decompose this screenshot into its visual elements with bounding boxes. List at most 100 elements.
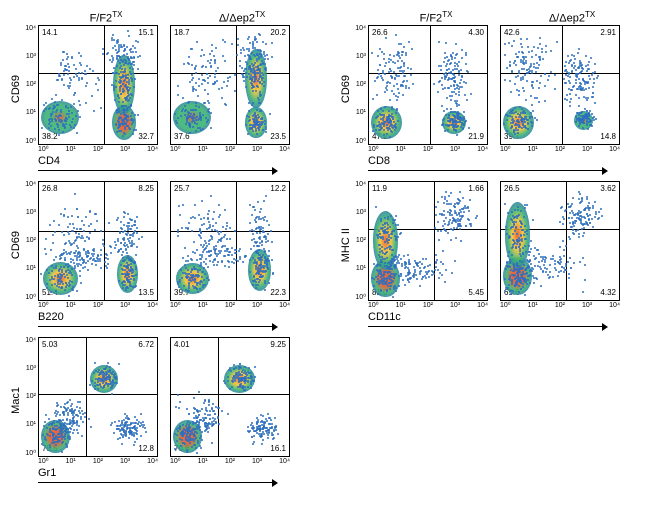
axis-tick: 10²: [26, 393, 36, 400]
axis-tick: 10⁴: [279, 458, 290, 465]
axis-arrow-icon: [38, 479, 278, 487]
axis-arrow-icon: [38, 323, 278, 331]
axis-tick: 10⁰: [25, 450, 36, 457]
axis-tick: 10⁰: [500, 146, 511, 153]
y-axis-label: CD69: [10, 231, 24, 259]
flow-plot: 42.62.9139.714.8: [500, 25, 620, 145]
axis-tick: 10⁰: [25, 294, 36, 301]
axis-tick: 10⁰: [170, 458, 181, 465]
axis-tick: 10⁴: [147, 302, 158, 309]
axis-tick: 10¹: [396, 146, 406, 153]
flow-plot: 14.115.138.232.7: [38, 25, 158, 145]
axis-tick: 10²: [423, 302, 433, 309]
flow-plot: 26.53.6265.64.32: [500, 181, 620, 301]
axis-tick: 10³: [120, 146, 130, 153]
axis-tick: 10⁴: [25, 337, 36, 344]
axis-tick: 10³: [120, 458, 130, 465]
axis-tick: 10²: [225, 302, 235, 309]
x-axis-label: Gr1: [38, 467, 310, 479]
axis-tick: 10¹: [66, 302, 76, 309]
axis-tick: 10⁴: [609, 146, 620, 153]
axis-tick: 10²: [26, 237, 36, 244]
axis-tick: 10⁰: [355, 138, 366, 145]
axis-tick: 10⁰: [25, 138, 36, 145]
axis-tick: 10³: [450, 302, 460, 309]
axis-tick: 10¹: [356, 109, 366, 116]
flow-plot: 26.64.3047.221.9: [368, 25, 488, 145]
axis-tick: 10¹: [198, 146, 208, 153]
axis-arrow-icon: [368, 167, 608, 175]
axis-tick: 10⁴: [25, 181, 36, 188]
axis-tick: 10³: [26, 365, 36, 372]
axis-tick: 10²: [225, 146, 235, 153]
axis-tick: 10¹: [198, 458, 208, 465]
axis-tick: 10³: [252, 146, 262, 153]
axis-tick: 10³: [582, 146, 592, 153]
axis-tick: 10²: [93, 458, 103, 465]
column-title: F/F2TX: [368, 10, 504, 25]
column-title: Δ/Δep2TX: [504, 10, 640, 25]
axis-tick: 10⁰: [38, 458, 49, 465]
axis-tick: 10⁰: [368, 146, 379, 153]
flow-plot: 5.036.7275.512.8: [38, 337, 158, 457]
axis-tick: 10¹: [528, 146, 538, 153]
axis-tick: 10⁴: [25, 25, 36, 32]
axis-tick: 10³: [26, 53, 36, 60]
axis-tick: 10⁰: [368, 302, 379, 309]
flow-plot: 26.88.2551.413.5: [38, 181, 158, 301]
axis-tick: 10⁴: [279, 302, 290, 309]
x-axis-label: CD11c: [368, 311, 640, 323]
axis-tick: 10¹: [66, 458, 76, 465]
axis-tick: 10⁰: [38, 302, 49, 309]
axis-tick: 10²: [93, 302, 103, 309]
column-title: Δ/Δep2TX: [174, 10, 310, 25]
x-axis-label: CD4: [38, 155, 310, 167]
axis-tick: 10²: [356, 237, 366, 244]
axis-tick: 10⁴: [147, 458, 158, 465]
axis-tick: 10³: [450, 146, 460, 153]
axis-tick: 10³: [252, 302, 262, 309]
axis-tick: 10³: [582, 302, 592, 309]
axis-tick: 10⁴: [477, 302, 488, 309]
axis-tick: 10¹: [396, 302, 406, 309]
axis-tick: 10²: [93, 146, 103, 153]
axis-tick: 10⁴: [609, 302, 620, 309]
axis-tick: 10⁴: [147, 146, 158, 153]
axis-tick: 10⁰: [38, 146, 49, 153]
flow-plot: 18.720.237.623.5: [170, 25, 290, 145]
flow-plot: 4.019.2570.616.1: [170, 337, 290, 457]
axis-tick: 10⁰: [170, 146, 181, 153]
axis-tick: 10¹: [528, 302, 538, 309]
axis-tick: 10⁰: [170, 302, 181, 309]
x-axis-label: CD8: [368, 155, 640, 167]
y-axis-label: CD69: [10, 75, 24, 103]
y-axis-label: Mac1: [10, 387, 24, 414]
y-axis-label: MHC II: [340, 228, 354, 262]
axis-tick: 10⁴: [477, 146, 488, 153]
axis-tick: 10⁴: [355, 181, 366, 188]
axis-arrow-icon: [368, 323, 608, 331]
axis-tick: 10¹: [26, 421, 36, 428]
axis-tick: 10²: [555, 146, 565, 153]
y-axis-label: CD69: [340, 75, 354, 103]
axis-tick: 10¹: [356, 265, 366, 272]
axis-tick: 10⁰: [355, 294, 366, 301]
axis-tick: 10¹: [66, 146, 76, 153]
x-axis-label: B220: [38, 311, 310, 323]
column-title: F/F2TX: [38, 10, 174, 25]
flow-plot: 11.91.6681.05.45: [368, 181, 488, 301]
axis-tick: 10²: [26, 81, 36, 88]
axis-tick: 10³: [356, 53, 366, 60]
axis-tick: 10¹: [26, 109, 36, 116]
axis-tick: 10²: [555, 302, 565, 309]
axis-arrow-icon: [38, 167, 278, 175]
axis-tick: 10³: [252, 458, 262, 465]
axis-tick: 10⁴: [279, 146, 290, 153]
axis-tick: 10¹: [198, 302, 208, 309]
axis-tick: 10⁰: [500, 302, 511, 309]
axis-tick: 10²: [356, 81, 366, 88]
axis-tick: 10²: [423, 146, 433, 153]
flow-plot: 25.712.239.722.3: [170, 181, 290, 301]
axis-tick: 10³: [120, 302, 130, 309]
axis-tick: 10³: [356, 209, 366, 216]
